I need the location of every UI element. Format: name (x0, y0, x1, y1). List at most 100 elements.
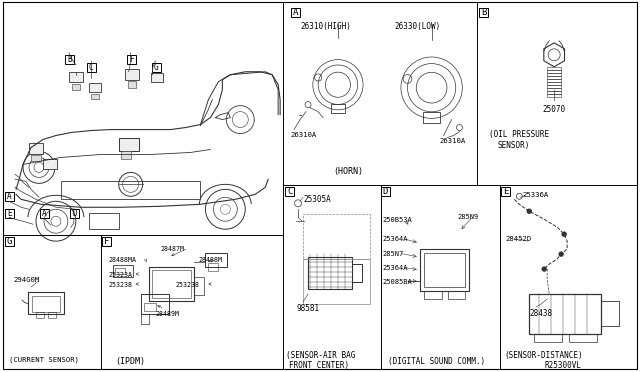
Text: 98581: 98581 (296, 304, 319, 313)
Text: B: B (67, 55, 72, 64)
Bar (32, 296, 60, 312)
Text: 25305A: 25305A (303, 195, 331, 204)
Text: 26310(HIGH): 26310(HIGH) (300, 22, 351, 31)
Text: 28487M: 28487M (161, 246, 184, 252)
Bar (127, 55, 136, 64)
Text: C: C (89, 63, 93, 72)
Text: SENSOR): SENSOR) (497, 141, 530, 150)
Bar (141, 314, 148, 324)
Bar (5, 192, 14, 201)
Bar (61, 182, 200, 199)
Bar (87, 63, 96, 72)
Text: 25070: 25070 (542, 105, 565, 113)
Text: G: G (7, 237, 12, 246)
Text: 25323A: 25323A (109, 272, 132, 278)
Bar (569, 334, 597, 342)
Bar (547, 94, 561, 97)
Bar (89, 83, 100, 92)
Text: 25085BA: 25085BA (383, 279, 413, 285)
Bar (547, 76, 561, 79)
Text: R25300VL: R25300VL (544, 361, 581, 370)
Text: E: E (503, 187, 509, 196)
Bar (102, 237, 111, 246)
Bar (29, 144, 43, 154)
Bar (40, 209, 49, 218)
Circle shape (527, 209, 531, 213)
Text: 25364A: 25364A (383, 265, 408, 271)
Text: 285N7: 285N7 (383, 251, 404, 257)
Bar (308, 257, 352, 289)
Bar (65, 55, 74, 64)
Text: -: - (298, 110, 302, 120)
Bar (91, 94, 99, 99)
Text: 28489M: 28489M (156, 311, 180, 317)
Text: 253238: 253238 (175, 282, 200, 288)
Bar (447, 291, 465, 299)
Bar (479, 8, 488, 17)
Bar (501, 187, 510, 196)
Bar (205, 253, 227, 267)
Text: 26310A: 26310A (440, 138, 466, 144)
Bar (420, 249, 470, 291)
Bar (547, 70, 561, 73)
Bar (152, 270, 191, 298)
Text: (IPDM): (IPDM) (116, 357, 146, 366)
Bar (70, 209, 79, 218)
Bar (601, 301, 619, 326)
Circle shape (559, 252, 563, 256)
Bar (547, 73, 561, 76)
Bar (209, 263, 218, 271)
Bar (121, 151, 131, 160)
Bar (291, 8, 300, 17)
Text: (HORN): (HORN) (333, 167, 363, 176)
Text: 253238: 253238 (109, 282, 132, 288)
Text: (OIL PRESSURE: (OIL PRESSURE (490, 129, 550, 138)
Bar (72, 84, 80, 90)
Bar (381, 187, 390, 196)
Text: 28488M: 28488M (198, 257, 223, 263)
Bar (5, 237, 14, 246)
Bar (28, 292, 64, 314)
Bar (547, 79, 561, 82)
Text: 26330(LOW): 26330(LOW) (395, 22, 441, 31)
Text: F: F (104, 237, 109, 246)
Bar (529, 294, 601, 334)
Text: 28438: 28438 (529, 309, 552, 318)
Bar (113, 265, 132, 277)
Text: F: F (129, 55, 134, 64)
Bar (285, 187, 294, 196)
Text: 28488MA: 28488MA (109, 257, 137, 263)
Text: (DIGITAL SOUND COMM.): (DIGITAL SOUND COMM.) (388, 357, 485, 366)
Text: C: C (287, 187, 292, 196)
Bar (547, 85, 561, 88)
Text: (CURRENT SENSOR): (CURRENT SENSOR) (9, 357, 79, 363)
Bar (89, 213, 118, 229)
Bar (148, 267, 195, 301)
Bar (150, 73, 163, 82)
Bar (152, 63, 161, 72)
Bar (69, 72, 83, 82)
Text: 28452D: 28452D (506, 236, 532, 242)
Bar (48, 312, 56, 318)
Bar (31, 155, 41, 161)
Bar (127, 81, 136, 88)
Text: (SENSOR-DISTANCE): (SENSOR-DISTANCE) (504, 351, 583, 360)
Text: (SENSOR-AIR BAG: (SENSOR-AIR BAG (286, 351, 355, 360)
Text: 294G0M: 294G0M (13, 277, 39, 283)
Bar (43, 160, 57, 169)
Bar (547, 82, 561, 85)
Bar (143, 303, 156, 311)
Bar (303, 259, 370, 304)
Text: E: E (7, 209, 12, 218)
Text: 250B53A: 250B53A (383, 217, 413, 223)
Bar (36, 312, 44, 318)
Circle shape (542, 267, 546, 271)
Bar (423, 112, 440, 123)
Text: FRONT CENTER): FRONT CENTER) (289, 361, 349, 370)
Bar (547, 88, 561, 91)
Bar (5, 209, 14, 218)
Text: A: A (293, 8, 298, 17)
Text: D: D (383, 187, 388, 196)
Bar (303, 214, 370, 259)
Bar (547, 67, 561, 70)
